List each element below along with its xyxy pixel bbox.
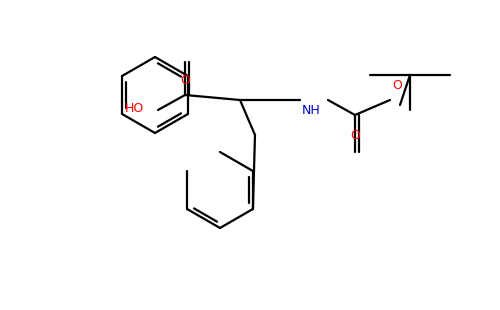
Text: HO: HO [125,101,144,114]
Text: O: O [350,129,360,142]
Text: O: O [392,79,402,92]
Text: O: O [180,74,190,87]
Text: NH: NH [302,104,321,117]
